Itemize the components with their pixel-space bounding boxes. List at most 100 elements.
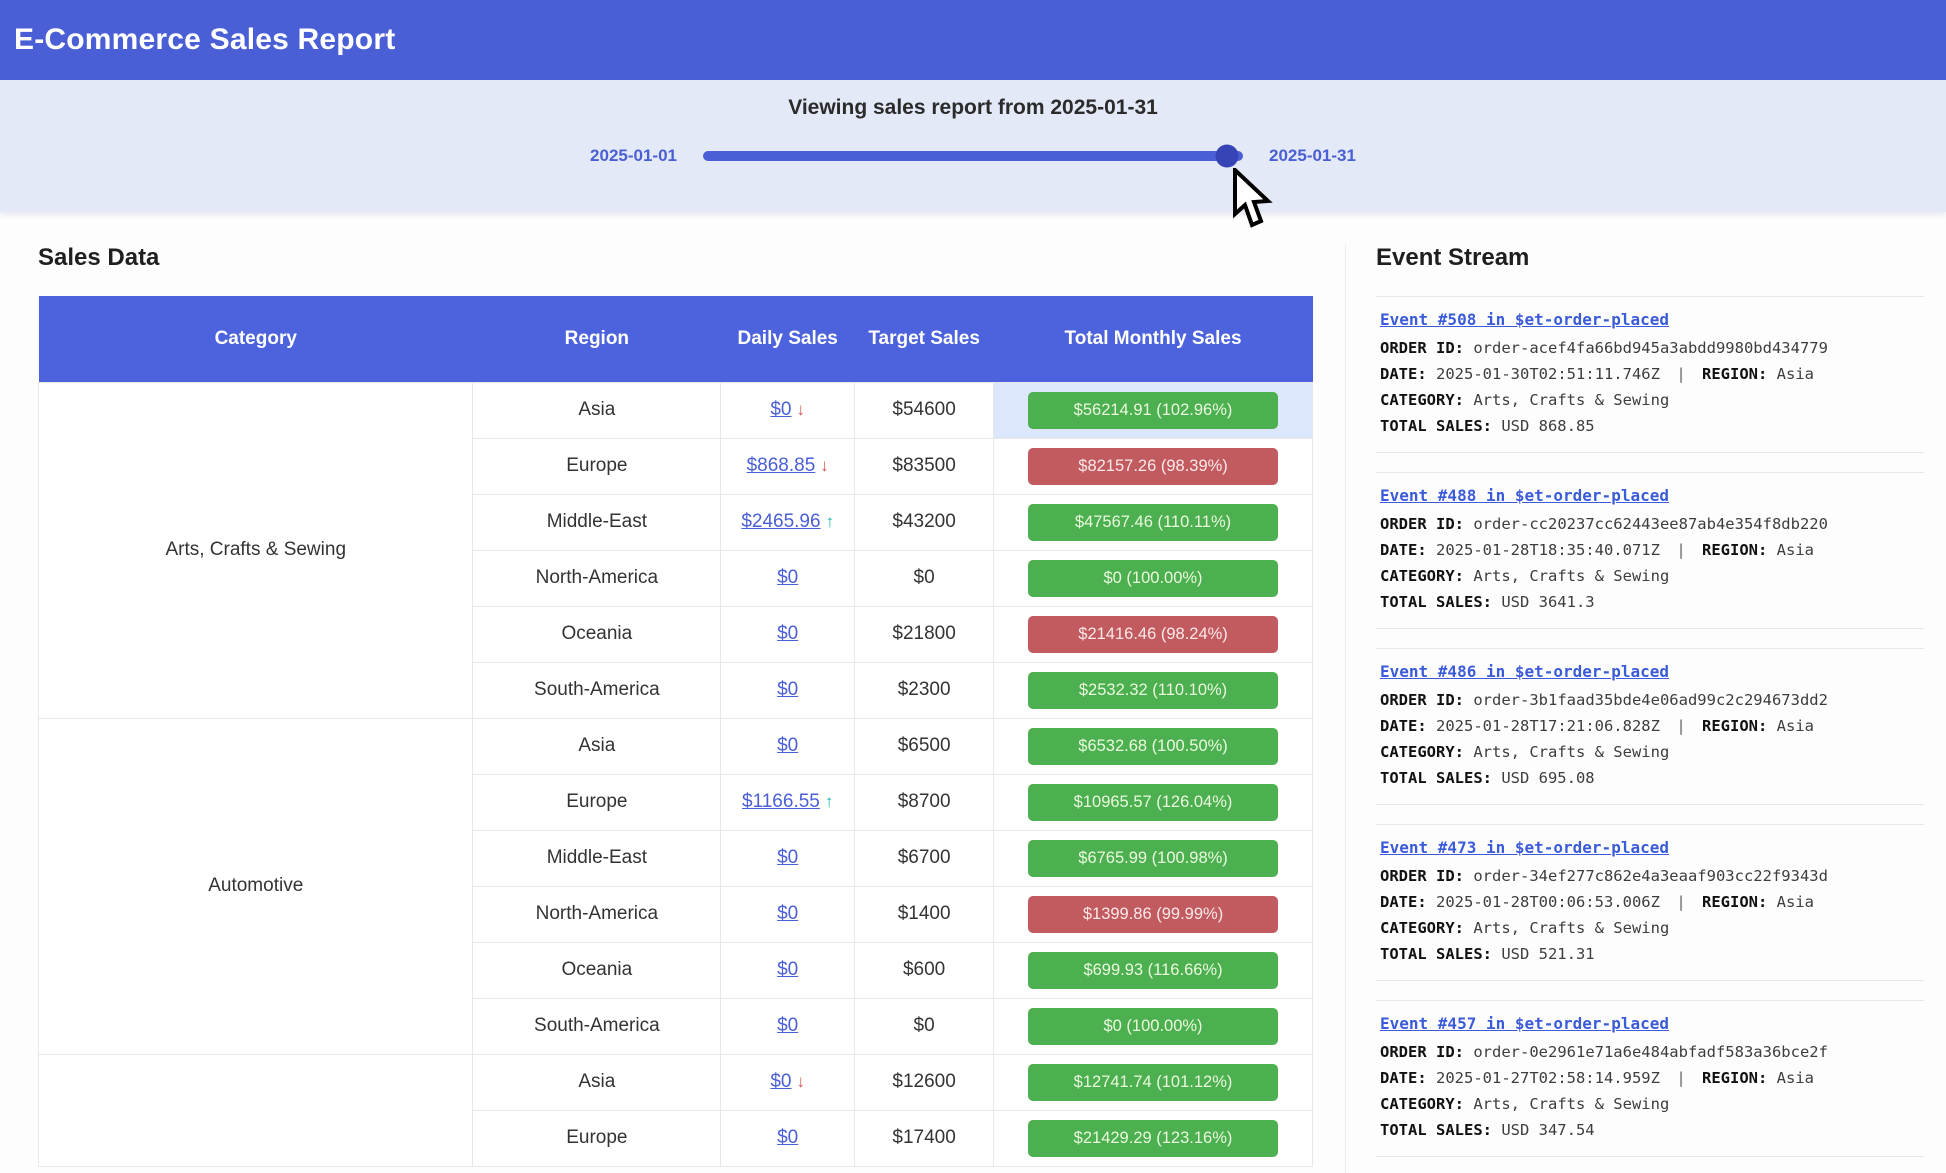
event-category: CATEGORY: Arts, Crafts & Sewing <box>1380 919 1670 937</box>
daily-sales-link[interactable]: $0 <box>777 1127 799 1148</box>
table-row: Europe $0 $17400 $21429.29 (123.16%) <box>39 1109 1313 1167</box>
daily-sales-cell: $0 <box>720 549 856 607</box>
monthly-sales-cell: $21416.46 (98.24%) <box>993 605 1313 663</box>
daily-sales-cell: $868.85 ↓ <box>720 437 856 495</box>
monthly-sales-badge: $56214.91 (102.96%) <box>1028 391 1279 429</box>
daily-sales-link[interactable]: $0 <box>777 679 799 700</box>
monthly-sales-cell: $21429.29 (123.16%) <box>993 1109 1313 1167</box>
event-category: CATEGORY: Arts, Crafts & Sewing <box>1380 1095 1670 1113</box>
region-cell: Europe <box>472 437 722 495</box>
event-title-link[interactable]: Event #473 in $et-order-placed <box>1380 838 1669 857</box>
event-card: Event #508 in $et-order-placed ORDER ID: … <box>1376 296 1924 453</box>
daily-sales-link[interactable]: $0 <box>777 623 799 644</box>
trend-down-icon: ↓ <box>796 1072 806 1091</box>
daily-sales-cell: $0 <box>720 1109 856 1167</box>
column-header: Target Sales <box>854 296 994 382</box>
daily-sales-cell: $0 <box>720 605 856 663</box>
event-card: Event #473 in $et-order-placed ORDER ID: … <box>1376 824 1924 981</box>
monthly-sales-cell: $2532.32 (110.10%) <box>993 661 1313 719</box>
monthly-sales-badge: $6765.99 (100.98%) <box>1028 839 1279 877</box>
target-sales-cell: $83500 <box>854 437 995 495</box>
daily-sales-cell: $0 ↓ <box>720 381 856 439</box>
event-card: Event #457 in $et-order-placed ORDER ID: … <box>1376 1000 1924 1157</box>
region-cell: Oceania <box>472 605 722 663</box>
daily-sales-link[interactable]: $0 <box>770 399 792 420</box>
monthly-sales-badge: $1399.86 (99.99%) <box>1028 895 1279 933</box>
event-total-sales: TOTAL SALES: USD 695.08 <box>1380 769 1595 787</box>
table-row: Arts, Crafts & Sewing Asia $0 ↓ $54600 $56214… <box>37 381 1313 719</box>
daily-sales-link[interactable]: $0 <box>777 1015 799 1036</box>
table-row: South-America $0 $0 $0 (100.00%) <box>39 997 1313 1055</box>
event-category: CATEGORY: Arts, Crafts & Sewing <box>1380 743 1670 761</box>
region-cell: South-America <box>472 997 722 1055</box>
monthly-sales-cell: $699.93 (116.66%) <box>993 941 1313 999</box>
column-header: Total Monthly Sales <box>993 296 1313 382</box>
monthly-sales-cell: $6765.99 (100.98%) <box>993 829 1313 887</box>
region-cell: Asia <box>472 381 722 439</box>
daily-sales-link[interactable]: $0 <box>777 959 799 980</box>
event-date-region: DATE: 2025-01-27T02:58:14.959Z | REGION:… <box>1380 1069 1814 1087</box>
date-slider-track[interactable] <box>703 144 1243 168</box>
trend-up-icon: ↑ <box>824 792 834 811</box>
monthly-sales-badge: $10965.57 (126.04%) <box>1028 783 1279 821</box>
monthly-sales-badge: $21416.46 (98.24%) <box>1028 615 1279 653</box>
table-row: South-America $0 $2300 $2532.32 (110.10%) <box>39 661 1313 719</box>
monthly-sales-cell: $0 (100.00%) <box>993 997 1313 1055</box>
region-cell: South-America <box>472 661 722 719</box>
monthly-sales-badge: $0 (100.00%) <box>1028 559 1279 597</box>
event-total-sales: TOTAL SALES: USD 3641.3 <box>1380 593 1595 611</box>
daily-sales-link[interactable]: $0 <box>777 567 799 588</box>
event-title-link[interactable]: Event #488 in $et-order-placed <box>1380 486 1669 505</box>
daily-sales-cell: $0 <box>720 885 856 943</box>
monthly-sales-badge: $2532.32 (110.10%) <box>1028 671 1279 709</box>
monthly-sales-badge: $0 (100.00%) <box>1028 1007 1279 1045</box>
date-slider-section: Viewing sales report from 2025-01-31 202… <box>0 80 1946 212</box>
column-header: Region <box>472 296 721 382</box>
daily-sales-cell: $0 <box>720 941 856 999</box>
monthly-sales-badge: $12741.74 (101.12%) <box>1028 1063 1279 1101</box>
region-cell: Middle-East <box>472 829 722 887</box>
monthly-sales-badge: $6532.68 (100.50%) <box>1028 727 1279 765</box>
monthly-sales-cell: $1399.86 (99.99%) <box>993 885 1313 943</box>
event-order-id: ORDER ID: order-acef4fa66bd945a3abdd9980… <box>1380 339 1828 357</box>
event-date-region: DATE: 2025-01-30T02:51:11.746Z | REGION:… <box>1380 365 1814 383</box>
main-content: Sales Data Category Region Daily Sales Targ… <box>0 212 1946 1173</box>
region-cell: Europe <box>472 773 722 831</box>
monthly-sales-badge: $699.93 (116.66%) <box>1028 951 1279 989</box>
daily-sales-link[interactable]: $0 <box>770 1071 792 1092</box>
daily-sales-link[interactable]: $0 <box>777 847 799 868</box>
daily-sales-link[interactable]: $1166.55 <box>742 791 820 812</box>
table-row: Middle-East $0 $6700 $6765.99 (100.98%) <box>39 829 1313 887</box>
date-slider-thumb[interactable] <box>1215 144 1239 168</box>
daily-sales-link[interactable]: $2465.96 <box>741 511 821 532</box>
target-sales-cell: $21800 <box>854 605 995 663</box>
monthly-sales-badge: $21429.29 (123.16%) <box>1028 1119 1279 1157</box>
event-title-link[interactable]: Event #508 in $et-order-placed <box>1380 310 1669 329</box>
daily-sales-cell: $2465.96 ↑ <box>720 493 856 551</box>
event-title-link[interactable]: Event #486 in $et-order-placed <box>1380 662 1669 681</box>
trend-up-icon: ↑ <box>825 512 835 531</box>
sales-data-panel: Sales Data Category Region Daily Sales Targ… <box>0 212 1345 1167</box>
target-sales-cell: $12600 <box>854 1053 995 1111</box>
daily-sales-link[interactable]: $0 <box>777 903 799 924</box>
daily-sales-cell: $0 <box>720 829 856 887</box>
event-date-region: DATE: 2025-01-28T18:35:40.071Z | REGION:… <box>1380 541 1814 559</box>
event-category: CATEGORY: Arts, Crafts & Sewing <box>1380 391 1670 409</box>
daily-sales-link[interactable]: $868.85 <box>746 455 816 476</box>
event-title-link[interactable]: Event #457 in $et-order-placed <box>1380 1014 1669 1033</box>
region-cell: North-America <box>472 549 722 607</box>
slider-caption: Viewing sales report from 2025-01-31 <box>788 96 1158 119</box>
monthly-sales-badge: $47567.46 (110.11%) <box>1028 503 1279 541</box>
table-row: Europe $1166.55 ↑ $8700 $10965.57 (126.04%) <box>39 773 1313 831</box>
target-sales-cell: $0 <box>854 549 995 607</box>
event-total-sales: TOTAL SALES: USD 868.85 <box>1380 417 1595 435</box>
column-header: Category <box>38 296 473 382</box>
table-row: Europe $868.85 ↓ $83500 $82157.26 (98.39%) <box>39 437 1313 495</box>
column-header: Daily Sales <box>720 296 855 382</box>
event-total-sales: TOTAL SALES: USD 347.54 <box>1380 1121 1595 1139</box>
daily-sales-link[interactable]: $0 <box>777 735 799 756</box>
event-date-region: DATE: 2025-01-28T00:06:53.006Z | REGION:… <box>1380 893 1814 911</box>
daily-sales-cell: $0 <box>720 997 856 1055</box>
slider-max-label: 2025-01-31 <box>1269 146 1356 165</box>
monthly-sales-cell: $12741.74 (101.12%) <box>993 1053 1313 1111</box>
